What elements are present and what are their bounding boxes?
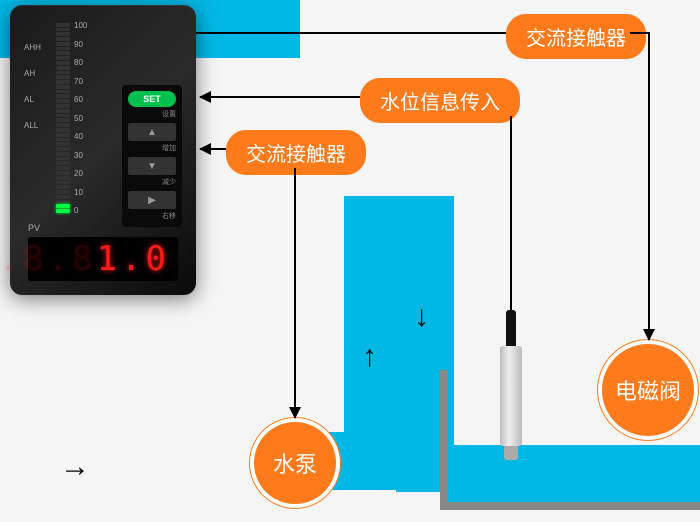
- up-button[interactable]: ▲: [128, 123, 176, 141]
- tank-wall-left: [440, 370, 448, 510]
- up-button-label: 增加: [128, 143, 176, 153]
- scale-labels: 1009080706050403020100: [74, 21, 87, 215]
- tank-wall-bottom: [440, 502, 700, 510]
- display-value: 1.0: [97, 239, 170, 279]
- line-top-h: [196, 32, 506, 34]
- pv-label: PV: [28, 223, 40, 233]
- line-top-bridge: [630, 32, 650, 34]
- line-contactor-left-in: [200, 148, 226, 150]
- valve-node: 电磁阀: [598, 340, 698, 440]
- line-sensor-up: [510, 116, 512, 316]
- line-top-corner: [648, 32, 650, 52]
- label-contactor-top: 交流接触器: [506, 14, 646, 59]
- sensor-bottom: [504, 446, 518, 460]
- bargraph: [56, 23, 70, 213]
- alarm-labels: AHH AH AL ALL: [24, 35, 41, 139]
- button-panel: SET 设置 ▲ 增加 ▼ 减少 ▶ 右移: [122, 85, 182, 227]
- down-button[interactable]: ▼: [128, 157, 176, 175]
- label-contactor-left: 交流接触器: [226, 130, 366, 175]
- set-button[interactable]: SET: [128, 91, 176, 107]
- right-button-label: 右移: [128, 211, 176, 221]
- label-water-info: 水位信息传入: [360, 78, 520, 123]
- line-top-to-valve: [648, 50, 650, 340]
- flow-arrow-3: ↓: [414, 300, 429, 334]
- sensor-body: [500, 346, 522, 446]
- pump-node: 水泵: [250, 418, 340, 508]
- sensor-tip: [506, 310, 516, 346]
- flow-arrow-2: ↑: [362, 340, 377, 374]
- valve-label: 电磁阀: [615, 374, 681, 406]
- tank-water: [440, 445, 700, 505]
- seven-segment-display: 8.8.81.0: [28, 237, 178, 281]
- display-dim: 8.8.8: [0, 239, 97, 279]
- line-contactor-to-pump: [294, 168, 296, 418]
- set-button-label: 设置: [128, 109, 176, 119]
- flow-arrow-1: →: [60, 450, 90, 484]
- pump-label: 水泵: [273, 447, 317, 479]
- right-button[interactable]: ▶: [128, 191, 176, 209]
- level-sensor: [500, 310, 522, 460]
- down-button-label: 减少: [128, 177, 176, 187]
- line-sensor-to-ctrl: [200, 96, 360, 98]
- level-controller: AHH AH AL ALL 1009080706050403020100 SET…: [10, 5, 196, 295]
